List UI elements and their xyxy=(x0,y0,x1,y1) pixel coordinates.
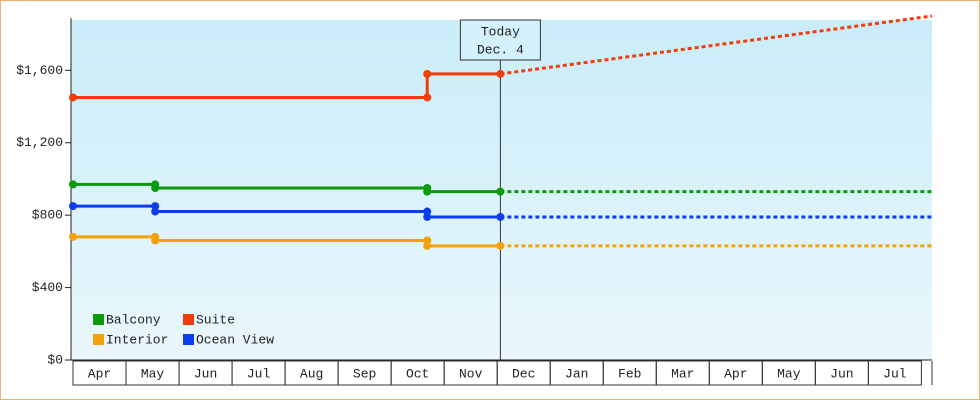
price-point xyxy=(423,212,432,221)
price-point xyxy=(69,202,77,211)
x-tick-label: Apr xyxy=(88,366,111,381)
y-tick-label: $1,200 xyxy=(16,135,63,150)
month-box xyxy=(867,360,922,386)
price-point xyxy=(496,69,505,78)
x-tick-label: Jul xyxy=(247,366,271,381)
x-tick-label: Apr xyxy=(724,366,747,381)
price-line xyxy=(73,204,501,219)
y-tick-label: $0 xyxy=(47,352,63,367)
x-tick-label: Jul xyxy=(883,366,907,381)
x-tick-label: Aug xyxy=(300,366,323,381)
legend-swatch xyxy=(183,314,194,325)
forecast-line xyxy=(500,14,933,76)
x-tick-label: Nov xyxy=(459,366,483,381)
price-point xyxy=(151,184,160,192)
price-point xyxy=(423,187,432,196)
price-point xyxy=(69,180,77,189)
price-line xyxy=(73,235,501,248)
x-tick-label: Oct xyxy=(406,366,429,381)
x-tick-label: Mar xyxy=(671,366,694,381)
legend-label: Interior xyxy=(106,332,168,347)
price-point xyxy=(496,241,505,250)
price-line xyxy=(73,182,501,194)
today-box xyxy=(459,19,541,61)
price-point xyxy=(496,212,505,221)
legend-swatch xyxy=(183,334,194,345)
price-point xyxy=(423,241,432,250)
price-line xyxy=(73,72,501,99)
x-tick-label: Jun xyxy=(830,366,853,381)
legend-swatch xyxy=(93,314,104,325)
price-point xyxy=(69,232,77,241)
x-tick-label: Sep xyxy=(353,366,376,381)
legend-label: Suite xyxy=(196,312,235,327)
today-label: Today xyxy=(481,24,520,39)
x-tick-label: Jun xyxy=(194,366,217,381)
x-tick-label: May xyxy=(141,366,165,381)
y-tick-label: $800 xyxy=(32,208,63,223)
price-point xyxy=(423,93,432,102)
y-tick-label: $1,600 xyxy=(16,63,63,78)
legend-label: Balcony xyxy=(106,312,161,327)
price-point xyxy=(496,187,505,196)
today-label: Dec. 4 xyxy=(477,42,524,57)
price-point xyxy=(69,93,77,102)
price-point xyxy=(151,207,160,216)
x-tick-label: Dec xyxy=(512,366,535,381)
y-tick-label: $400 xyxy=(32,280,63,295)
legend-label: Ocean View xyxy=(196,332,274,347)
x-tick-label: Feb xyxy=(618,366,641,381)
price-point xyxy=(423,69,432,78)
price-point xyxy=(151,236,160,245)
legend-swatch xyxy=(93,334,104,345)
x-tick-label: May xyxy=(777,366,801,381)
x-tick-label: Jan xyxy=(565,366,588,381)
